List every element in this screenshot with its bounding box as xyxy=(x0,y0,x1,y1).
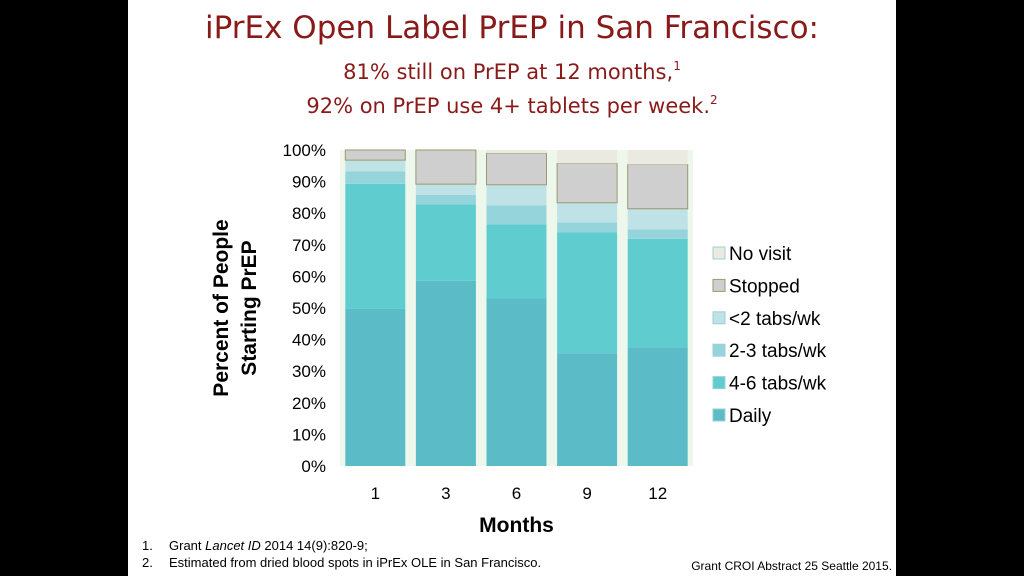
y-tick-label: 20% xyxy=(292,394,326,413)
slide-title: iPrEx Open Label PrEP in San Francisco: xyxy=(205,10,819,46)
footnote-marker-2: 2 xyxy=(710,93,718,107)
y-tick-label: 80% xyxy=(292,204,326,223)
bar-segment-12-0 xyxy=(627,347,688,466)
y-tick-label: 10% xyxy=(292,425,326,444)
y-tick-label: 90% xyxy=(292,173,326,192)
bar-segment-12-4 xyxy=(627,164,689,210)
legend-swatch xyxy=(712,343,726,357)
bar-segment-12-1 xyxy=(627,238,688,348)
y-axis-title: Percent of People Starting PrEP xyxy=(210,219,261,396)
reference-1-details: 2014 14(9):820-9; xyxy=(260,538,368,553)
bar-segment-12-3 xyxy=(627,208,688,230)
bar-segment-9-3 xyxy=(557,202,618,223)
y-axis-title-line: Percent of People xyxy=(210,219,233,396)
y-tick-label: 60% xyxy=(292,267,326,286)
subtitle-line-2: 92% on PrEP use 4+ tablets per week.2 xyxy=(128,92,896,120)
legend-label: Stopped xyxy=(729,276,800,297)
legend-label: <2 tabs/wk xyxy=(729,309,821,330)
bar-segment-6-0 xyxy=(486,298,547,466)
legend-swatch xyxy=(712,311,726,325)
y-tick-labels: 0% 10% 20% 30% 40% 50% 60% 70% 80% 90% 100% xyxy=(283,141,326,476)
reference-1-journal: Lancet ID xyxy=(205,538,261,553)
reference-1-prefix: Grant xyxy=(169,538,206,553)
legend-label: 4-6 tabs/wk xyxy=(729,374,827,395)
bar-segment-9-1 xyxy=(557,232,618,354)
bar-segment-3-0 xyxy=(415,280,476,466)
bar-segment-9-4 xyxy=(556,162,618,204)
legend-label: Daily xyxy=(729,406,772,427)
bar-segment-3-2 xyxy=(415,194,476,205)
x-tick-labels: 1 3 6 9 12 xyxy=(371,484,668,503)
x-tick-label: 3 xyxy=(441,484,450,503)
y-tick-label: 30% xyxy=(292,362,326,381)
citation: Grant CROI Abstract 25 Seattle 2015. xyxy=(691,559,892,573)
bar-segment-1-3 xyxy=(345,160,406,172)
reference-1: 1. Grant Lancet ID 2014 14(9):820-9; xyxy=(142,538,368,554)
bar-segment-9-0 xyxy=(557,353,618,466)
bar-segment-6-3 xyxy=(486,184,547,206)
legend-label: No visit xyxy=(729,244,792,265)
y-tick-label: 70% xyxy=(292,236,326,255)
subtitle-line-2-text: 92% on PrEP use 4+ tablets per week. xyxy=(306,94,710,118)
bars-group xyxy=(344,149,689,466)
bar-segment-1-2 xyxy=(345,171,406,184)
reference-2-number: 2. xyxy=(142,555,153,570)
bar-segment-12-2 xyxy=(627,229,688,239)
legend-swatch xyxy=(712,408,726,422)
y-tick-label: 50% xyxy=(292,299,326,318)
bar-segment-6-2 xyxy=(486,205,547,225)
bar-segment-3-4 xyxy=(415,149,477,185)
bar-segment-1-4 xyxy=(344,149,406,161)
reference-2: 2. Estimated from dried blood spots in iP… xyxy=(142,555,541,571)
y-tick-label: 100% xyxy=(283,141,326,160)
bar-segment-3-3 xyxy=(415,184,476,195)
x-tick-label: 9 xyxy=(582,484,591,503)
legend: No visit Stopped <2 tabs/wk 2-3 tabs/wk 4-6 … xyxy=(712,244,827,427)
legend-swatch xyxy=(712,278,726,292)
reference-2-text: Estimated from dried blood spots in iPrE… xyxy=(169,555,542,570)
x-tick-label: 12 xyxy=(648,484,667,503)
bar-segment-1-1 xyxy=(345,183,406,309)
y-axis-title-line: Starting PrEP xyxy=(238,240,261,375)
legend-label: 2-3 tabs/wk xyxy=(729,341,827,362)
x-tick-label: 6 xyxy=(512,484,521,503)
bar-segment-6-1 xyxy=(486,224,547,299)
subtitle-line-1-text: 81% still on PrEP at 12 months, xyxy=(343,60,674,84)
y-tick-label: 0% xyxy=(301,457,326,476)
bar-segment-12-5 xyxy=(627,150,688,165)
bar-segment-9-2 xyxy=(557,222,618,233)
x-axis-title: Months xyxy=(479,514,554,537)
bar-segment-1-0 xyxy=(345,308,406,466)
reference-1-number: 1. xyxy=(142,538,153,553)
legend-swatch xyxy=(712,376,726,390)
stacked-bar-chart: 0% 10% 20% 30% 40% 50% 60% 70% 80% 90% 100% 1 3 6 9 12… xyxy=(210,141,827,537)
subtitle-line-1: 81% still on PrEP at 12 months,1 xyxy=(128,58,896,86)
bar-segment-9-5 xyxy=(557,150,618,164)
legend-swatch xyxy=(712,246,726,260)
footnote-marker-1: 1 xyxy=(673,59,681,73)
bar-segment-6-4 xyxy=(486,152,547,186)
slide: iPrEx Open Label PrEP in San Francisco: … xyxy=(128,0,896,576)
y-tick-label: 40% xyxy=(292,331,326,350)
bar-segment-3-1 xyxy=(415,204,476,281)
x-tick-label: 1 xyxy=(371,484,380,503)
bar-segment-6-5 xyxy=(486,150,547,154)
